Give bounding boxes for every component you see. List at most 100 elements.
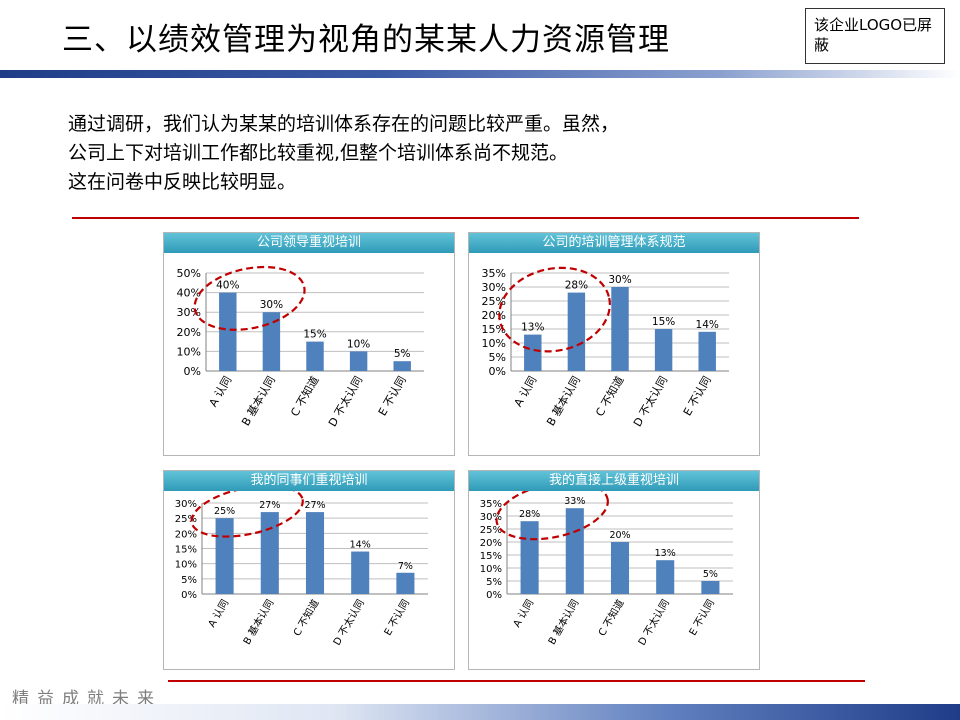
bar xyxy=(654,329,673,371)
bar xyxy=(396,572,415,594)
x-tick-label: C 不知道 xyxy=(595,597,626,638)
y-tick-label: 20% xyxy=(175,529,197,540)
intro-text: 通过调研，我们认为某某的培训体系存在的问题比较严重。虽然， 公司上下对培训工作都… xyxy=(68,110,619,197)
y-tick-label: 10% xyxy=(177,345,201,358)
intro-line: 这在问卷中反映比较明显。 xyxy=(68,171,297,193)
chart-panel-system-standard: 0% 5% 10% 15% 20% 25% 30% 35% 13% A 认同 28% B 基本认同 30… xyxy=(468,232,760,456)
bar xyxy=(305,512,325,594)
bar xyxy=(520,521,539,594)
y-tick-label: 15% xyxy=(175,545,197,556)
y-tick-label: 35% xyxy=(482,267,506,280)
divider-bottom xyxy=(168,680,865,682)
highlight-ellipse xyxy=(190,484,304,538)
data-label: 14% xyxy=(350,540,371,551)
x-tick-label: A 认同 xyxy=(510,597,536,630)
bar xyxy=(610,542,630,594)
data-label: 27% xyxy=(259,500,280,511)
data-label: 28% xyxy=(565,280,588,292)
bar xyxy=(656,560,675,594)
bar xyxy=(698,331,716,371)
bar xyxy=(262,312,281,371)
y-tick-label: 30% xyxy=(482,281,506,294)
y-tick-label: 25% xyxy=(480,525,502,536)
y-tick-label: 20% xyxy=(482,309,506,322)
y-tick-label: 15% xyxy=(480,551,502,562)
bar xyxy=(351,551,370,594)
y-tick-label: 0% xyxy=(184,365,201,378)
bar xyxy=(215,518,234,594)
y-tick-label: 30% xyxy=(175,499,197,510)
x-tick-label: B 基本认同 xyxy=(238,374,278,429)
y-tick-label: 30% xyxy=(480,512,502,523)
data-label: 7% xyxy=(398,561,413,572)
y-tick-label: 0% xyxy=(181,590,197,601)
footer-band xyxy=(0,704,960,720)
bar xyxy=(524,334,542,371)
data-label: 40% xyxy=(216,280,239,292)
data-label: 28% xyxy=(519,509,540,520)
x-tick-label: A 认同 xyxy=(205,597,231,630)
data-label: 30% xyxy=(608,274,631,286)
y-tick-label: 5% xyxy=(181,575,197,586)
x-tick-label: B 基本认同 xyxy=(543,374,583,429)
bar xyxy=(567,292,586,371)
data-label: 13% xyxy=(655,548,676,559)
bar xyxy=(565,508,584,594)
bar-chart: 0% 10% 20% 30% 40% 50% 40% A 认同 30% B 基本认同 15% C 不知… xyxy=(177,265,424,429)
y-tick-label: 10% xyxy=(480,564,502,575)
y-tick-label: 15% xyxy=(482,323,506,336)
y-tick-label: 5% xyxy=(486,577,502,588)
x-tick-label: C 不知道 xyxy=(287,374,321,419)
y-tick-label: 0% xyxy=(489,365,506,378)
x-tick-label: D 不太认同 xyxy=(635,597,672,648)
page-title: 三、以绩效管理为视角的某某人力资源管理 xyxy=(62,22,670,58)
x-tick-label: E 不认同 xyxy=(381,597,412,638)
data-label: 10% xyxy=(347,338,370,350)
bar xyxy=(349,351,368,371)
x-tick-label: D 不太认同 xyxy=(326,374,365,429)
data-label: 27% xyxy=(304,500,325,511)
y-tick-label: 50% xyxy=(177,267,201,280)
data-label: 14% xyxy=(696,319,719,331)
y-tick-label: 25% xyxy=(175,514,197,525)
y-tick-label: 5% xyxy=(489,351,506,364)
bar xyxy=(306,341,324,371)
chart-title: 我的直接上级重视培训 xyxy=(469,471,759,491)
title-underline-band xyxy=(0,70,960,78)
data-label: 13% xyxy=(521,322,544,334)
chart-title: 公司领导重视培训 xyxy=(164,233,454,253)
x-tick-label: D 不太认同 xyxy=(330,597,367,648)
intro-line: 通过调研，我们认为某某的培训体系存在的问题比较严重。虽然， xyxy=(68,113,620,135)
data-label: 25% xyxy=(214,506,235,517)
y-tick-label: 20% xyxy=(177,326,201,339)
data-label: 30% xyxy=(260,299,283,311)
bar xyxy=(701,581,720,594)
data-label: 33% xyxy=(564,496,585,507)
chart-panel-leadership: 0% 10% 20% 30% 40% 50% 40% A 认同 30% B 基本认同 15% C 不知… xyxy=(163,232,455,456)
y-tick-label: 25% xyxy=(482,295,506,308)
x-tick-label: A 认同 xyxy=(512,374,540,409)
y-tick-label: 20% xyxy=(480,538,502,549)
bar xyxy=(611,287,629,371)
chart-title: 我的同事们重视培训 xyxy=(164,471,454,491)
data-label: 15% xyxy=(652,316,675,328)
x-tick-label: D 不太认同 xyxy=(631,374,670,429)
y-tick-label: 40% xyxy=(177,287,201,300)
data-label: 15% xyxy=(303,329,326,341)
chart-panel-colleagues: 0% 5% 10% 15% 20% 25% 30% 25% A 认同 27% B 基本认同 27% C … xyxy=(163,470,455,670)
bar xyxy=(393,361,411,371)
logo-placeholder: 该企业LOGO已屏蔽 xyxy=(805,8,945,64)
x-tick-label: B 基本认同 xyxy=(240,597,276,647)
divider-top xyxy=(72,217,859,219)
data-label: 5% xyxy=(394,348,411,360)
x-tick-label: E 不认同 xyxy=(686,597,717,638)
intro-line: 公司上下对培训工作都比较重视,但整个培训体系尚不规范。 xyxy=(68,142,569,164)
x-tick-label: E 不认同 xyxy=(376,374,409,418)
y-tick-label: 35% xyxy=(480,499,502,510)
x-tick-label: A 认同 xyxy=(207,374,235,409)
data-label: 5% xyxy=(703,569,718,580)
x-tick-label: E 不认同 xyxy=(681,374,714,418)
data-label: 20% xyxy=(609,530,630,541)
bar-chart: 0% 5% 10% 15% 20% 25% 30% 25% A 认同 27% B 基本认同 27% C … xyxy=(175,484,428,648)
